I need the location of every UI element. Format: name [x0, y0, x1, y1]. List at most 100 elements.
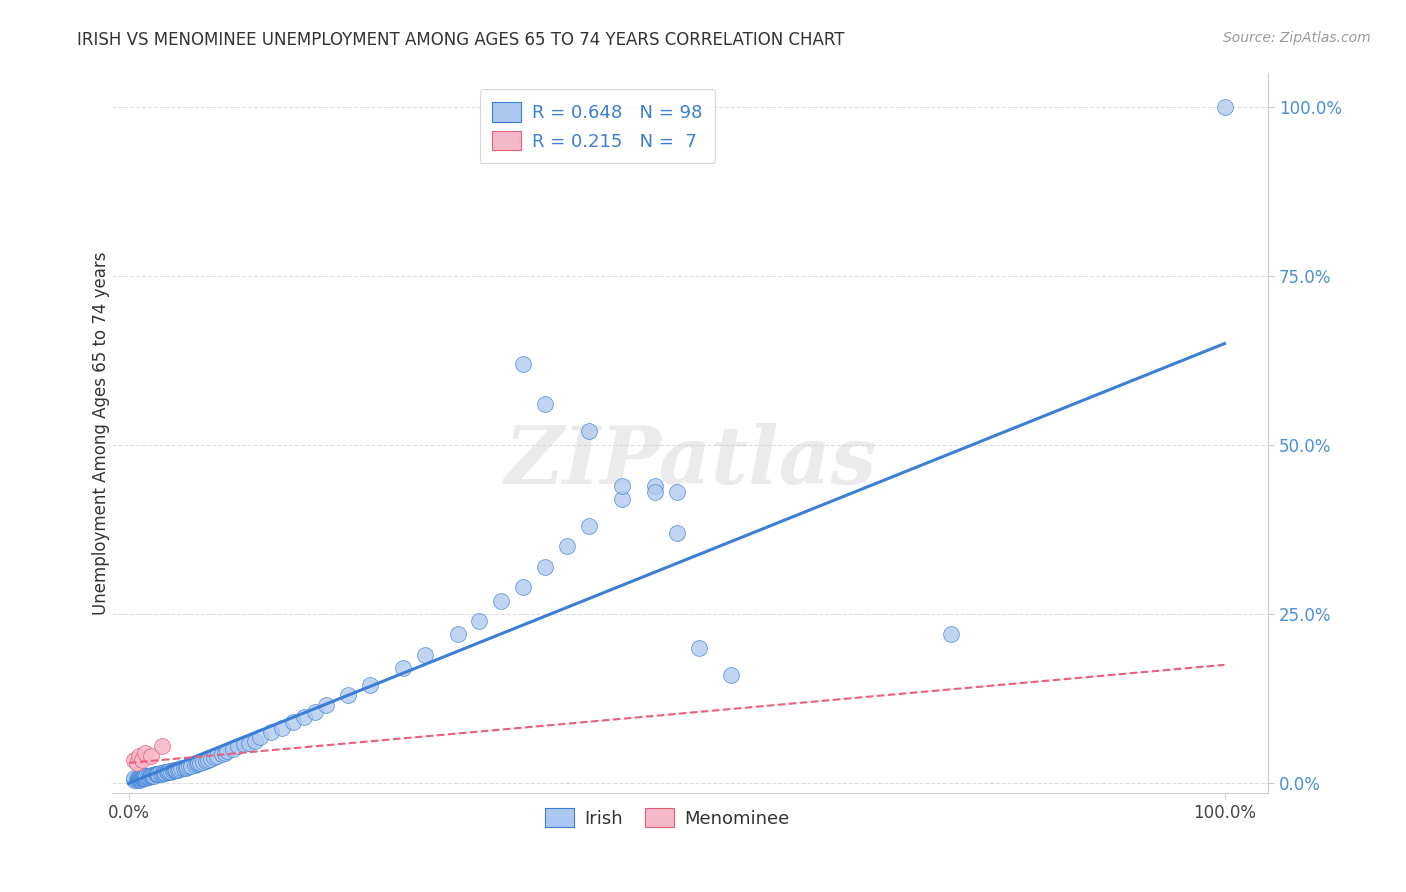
Point [238, 736, 260, 750]
Point [292, 710, 315, 724]
Point [134, 771, 156, 785]
Point [179, 759, 201, 773]
Point [156, 765, 179, 780]
Point [534, 397, 557, 411]
Point [228, 739, 250, 753]
Point [193, 755, 215, 769]
Point [125, 772, 148, 787]
Point [150, 767, 173, 781]
Point [194, 754, 217, 768]
Point [214, 746, 236, 760]
Point [359, 678, 381, 692]
Point [304, 705, 326, 719]
Point [610, 492, 633, 507]
Point [131, 772, 153, 786]
Point [217, 744, 239, 758]
Point [446, 627, 468, 641]
Point [491, 593, 513, 607]
Point [159, 764, 181, 779]
Point [139, 769, 162, 783]
Point [167, 763, 190, 777]
Point [129, 770, 152, 784]
Point [134, 769, 156, 783]
Point [413, 648, 436, 662]
Point [249, 730, 271, 744]
Point [150, 739, 173, 753]
Point [153, 765, 176, 780]
Point [512, 580, 534, 594]
Legend: Irish, Menominee: Irish, Menominee [537, 800, 797, 835]
Point [222, 742, 245, 756]
Y-axis label: Unemployment Among Ages 65 to 74 years: Unemployment Among Ages 65 to 74 years [93, 252, 110, 615]
Point [180, 758, 202, 772]
Point [202, 750, 225, 764]
Point [644, 485, 666, 500]
Point [211, 747, 233, 761]
Point [128, 772, 150, 787]
Point [128, 771, 150, 785]
Point [197, 752, 219, 766]
Point [152, 766, 174, 780]
Point [243, 733, 266, 747]
Point [132, 770, 155, 784]
Point [129, 772, 152, 786]
Point [148, 766, 170, 780]
Point [138, 770, 160, 784]
Point [153, 766, 176, 780]
Point [665, 485, 688, 500]
Point [169, 762, 191, 776]
Point [146, 767, 169, 781]
Point [131, 771, 153, 785]
Point [665, 525, 688, 540]
Point [578, 519, 600, 533]
Point [124, 752, 146, 766]
Point [142, 768, 165, 782]
Point [283, 715, 305, 730]
Point [139, 749, 162, 764]
Point [128, 772, 150, 786]
Point [232, 737, 254, 751]
Text: Source: ZipAtlas.com: Source: ZipAtlas.com [1223, 31, 1371, 45]
Point [141, 769, 163, 783]
Point [128, 772, 150, 786]
Point [143, 769, 166, 783]
Point [162, 764, 184, 778]
Point [188, 756, 211, 770]
Point [271, 721, 294, 735]
Point [644, 478, 666, 492]
Point [170, 761, 193, 775]
Point [148, 766, 170, 780]
Point [131, 752, 153, 766]
Point [260, 725, 283, 739]
Point [125, 756, 148, 770]
Point [688, 640, 710, 655]
Point [337, 688, 360, 702]
Point [128, 749, 150, 764]
Point [186, 757, 208, 772]
Point [157, 764, 180, 779]
Point [134, 771, 156, 785]
Point [939, 627, 962, 641]
Point [136, 769, 159, 783]
Point [128, 771, 150, 785]
Point [578, 425, 600, 439]
Point [134, 769, 156, 783]
Point [315, 698, 337, 713]
Point [157, 764, 180, 778]
Point [127, 772, 149, 786]
Point [135, 769, 157, 783]
Point [174, 761, 197, 775]
Point [165, 763, 187, 777]
Point [512, 357, 534, 371]
Point [720, 668, 742, 682]
Point [176, 760, 198, 774]
Point [124, 771, 146, 785]
Point [134, 746, 156, 760]
Point [200, 752, 222, 766]
Point [205, 749, 228, 764]
Text: ZIPatlas: ZIPatlas [505, 423, 876, 500]
Point [391, 661, 413, 675]
Point [163, 764, 186, 778]
Point [138, 769, 160, 783]
Point [145, 766, 167, 780]
